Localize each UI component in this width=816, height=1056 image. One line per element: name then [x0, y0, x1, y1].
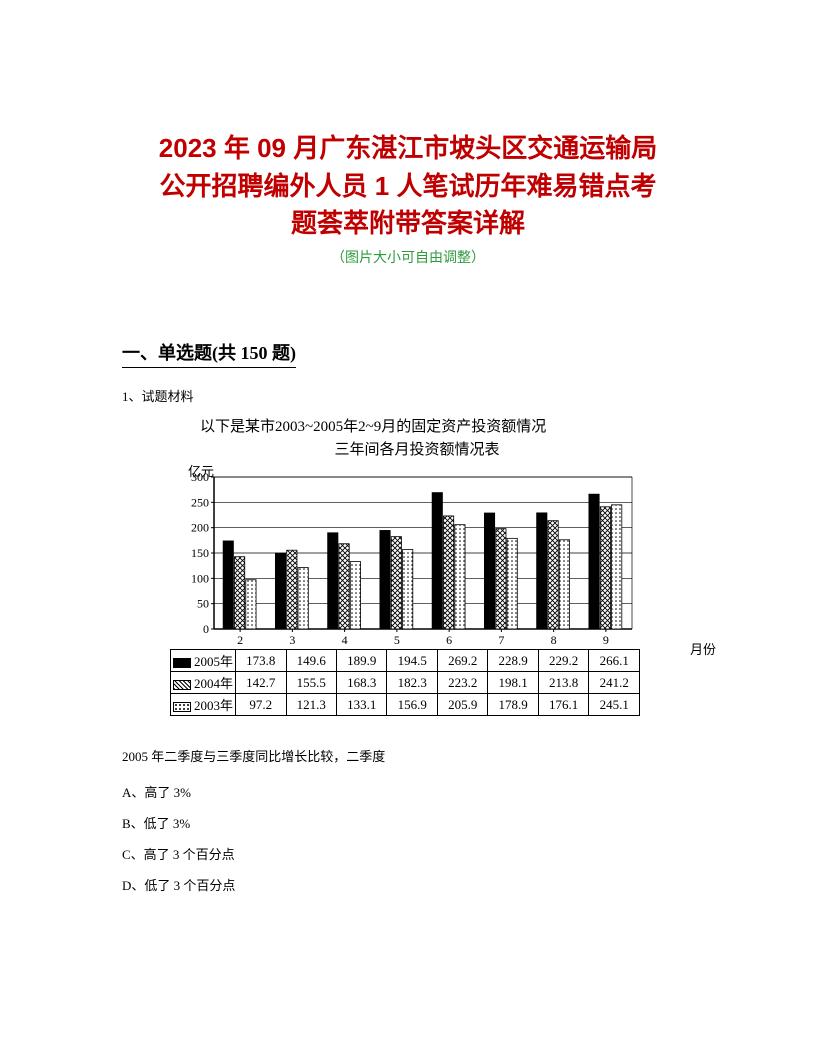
table-cell: 229.2: [538, 650, 588, 672]
table-cell: 198.1: [488, 672, 538, 694]
svg-text:0: 0: [203, 622, 209, 636]
question-number-label: 1、试题材料: [122, 386, 694, 405]
table-cell: 223.2: [437, 672, 487, 694]
svg-text:7: 7: [498, 633, 504, 647]
table-cell: 149.6: [286, 650, 336, 672]
option-d: D、低了 3 个百分点: [122, 875, 694, 894]
chart-title-line1: 以下是某市2003~2005年2~9月的固定资产投资额情况: [200, 415, 694, 436]
svg-text:200: 200: [191, 521, 209, 535]
x-axis-unit: 月份: [690, 639, 716, 658]
legend-swatch-icon: [173, 702, 191, 712]
grouped-bar-chart: 05010015020025030023456789: [170, 463, 640, 649]
table-cell: 168.3: [336, 672, 386, 694]
legend-cell: 2003年: [171, 694, 236, 716]
table-cell: 182.3: [387, 672, 437, 694]
svg-text:150: 150: [191, 546, 209, 560]
table-cell: 176.1: [538, 694, 588, 716]
section-heading: 一、单选题(共 150 题): [122, 339, 296, 368]
legend-label: 2005年: [194, 654, 233, 669]
document-title-block: 2023 年 09 月广东湛江市坡头区交通运输局 公开招聘编外人员 1 人笔试历…: [122, 130, 694, 267]
table-cell: 241.2: [589, 672, 640, 694]
svg-text:5: 5: [394, 633, 400, 647]
main-title-line3: 题荟萃附带答案详解: [122, 205, 694, 243]
table-cell: 189.9: [336, 650, 386, 672]
legend-label: 2004年: [194, 676, 233, 691]
option-c: C、高了 3 个百分点: [122, 844, 694, 863]
chart-data-table: 2005年173.8149.6189.9194.5269.2228.9229.2…: [170, 649, 640, 716]
table-cell: 228.9: [488, 650, 538, 672]
svg-text:6: 6: [446, 633, 452, 647]
svg-text:3: 3: [289, 633, 295, 647]
svg-text:50: 50: [197, 597, 209, 611]
svg-text:4: 4: [342, 633, 348, 647]
table-cell: 178.9: [488, 694, 538, 716]
svg-text:8: 8: [551, 633, 557, 647]
legend-swatch-icon: [173, 658, 191, 668]
table-cell: 142.7: [236, 672, 286, 694]
table-cell: 97.2: [236, 694, 286, 716]
main-title-line1: 2023 年 09 月广东湛江市坡头区交通运输局: [122, 130, 694, 168]
svg-text:9: 9: [603, 633, 609, 647]
legend-swatch-icon: [173, 680, 191, 690]
main-title-line2: 公开招聘编外人员 1 人笔试历年难易错点考: [122, 168, 694, 206]
svg-text:100: 100: [191, 571, 209, 585]
table-cell: 205.9: [437, 694, 487, 716]
svg-text:2: 2: [237, 633, 243, 647]
table-cell: 156.9: [387, 694, 437, 716]
chart-block: 以下是某市2003~2005年2~9月的固定资产投资额情况 三年间各月投资额情况…: [170, 415, 694, 716]
subtitle: （图片大小可自由调整）: [122, 247, 694, 267]
chart-wrap: 亿元 月份 05010015020025030023456789 2005年17…: [170, 463, 694, 716]
table-cell: 155.5: [286, 672, 336, 694]
option-b: B、低了 3%: [122, 813, 694, 832]
chart-title-line2: 三年间各月投资额情况表: [140, 438, 694, 459]
table-cell: 121.3: [286, 694, 336, 716]
legend-cell: 2005年: [171, 650, 236, 672]
question-text: 2005 年二季度与三季度同比增长比较，二季度: [122, 744, 694, 770]
svg-text:250: 250: [191, 495, 209, 509]
table-cell: 245.1: [589, 694, 640, 716]
legend-cell: 2004年: [171, 672, 236, 694]
y-axis-unit: 亿元: [188, 461, 214, 480]
table-cell: 133.1: [336, 694, 386, 716]
table-cell: 266.1: [589, 650, 640, 672]
option-a: A、高了 3%: [122, 782, 694, 801]
table-cell: 194.5: [387, 650, 437, 672]
table-cell: 269.2: [437, 650, 487, 672]
legend-label: 2003年: [194, 698, 233, 713]
table-cell: 213.8: [538, 672, 588, 694]
table-cell: 173.8: [236, 650, 286, 672]
